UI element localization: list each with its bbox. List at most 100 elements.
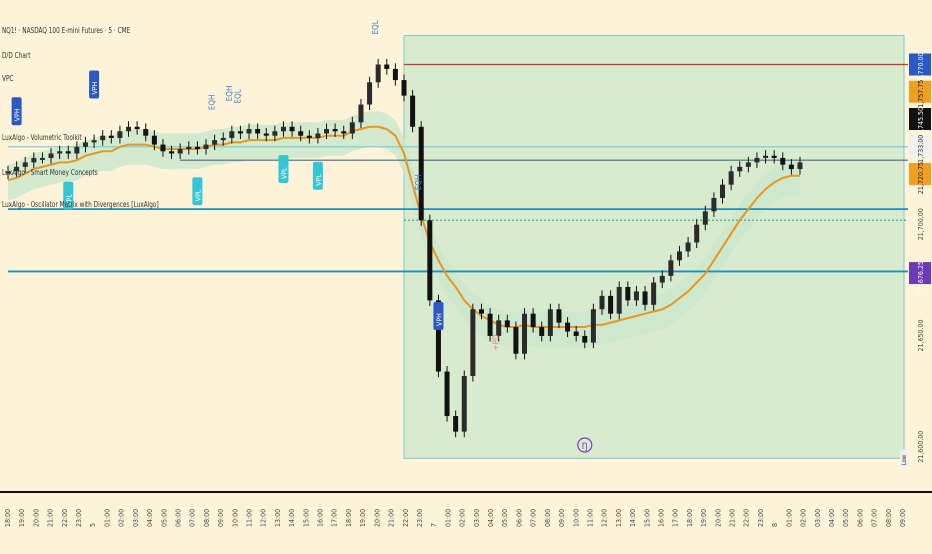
time-tick-label: 05:00 [501, 509, 509, 527]
candle-body [496, 320, 502, 336]
candle-body [513, 327, 519, 354]
price-tag-label-0: 21,770.00 [917, 52, 925, 84]
candle-body [427, 220, 433, 301]
time-tick-label: 18:00 [345, 509, 353, 527]
time-tick-label: 06:00 [515, 509, 523, 527]
time-tick-label: 20:00 [714, 509, 722, 527]
time-tick-label: 06:00 [174, 509, 182, 527]
candle-body [487, 313, 493, 336]
indicator-label-2[interactable]: VPC [2, 74, 14, 83]
time-tick-label: 04:00 [146, 509, 154, 527]
candle-body [14, 166, 20, 172]
time-tick-label: 16:00 [657, 509, 665, 527]
indicator-label-5[interactable]: LuxAlgo - Oscillator Matrix with Diverge… [2, 200, 159, 209]
time-tick-label: 06:00 [856, 509, 864, 527]
time-tick-label: 03:00 [473, 509, 481, 527]
price-tag-4 [909, 163, 931, 186]
candle-body [280, 126, 286, 132]
candle-body [599, 295, 605, 310]
time-tick-label: 5 [89, 523, 97, 527]
price-tag-3 [909, 135, 931, 158]
candle-body [48, 153, 54, 158]
candle-body [194, 146, 200, 150]
candle-body [642, 291, 648, 305]
vwap-line [7, 125, 800, 329]
time-tick-label: 08:00 [203, 509, 211, 527]
time-tick-label: 08:00 [544, 509, 552, 527]
candle-body [780, 157, 786, 165]
time-tick-label: 02:00 [118, 509, 126, 527]
indicator-label-3[interactable]: LuxAlgo - Volumetric Toolkit [2, 133, 82, 142]
price-tag-label-4: 21,720.75 [917, 162, 925, 194]
time-tick-label: 07:00 [189, 509, 197, 527]
candle-body [539, 327, 545, 336]
time-tick-label: 21:00 [47, 509, 55, 527]
marker-text-8: EQH [225, 86, 234, 102]
candle-body [341, 131, 347, 134]
candle-body [685, 242, 691, 252]
marker-badge-0 [11, 97, 22, 126]
time-tick-label: 22:00 [743, 509, 751, 527]
candle-body [100, 135, 106, 141]
time-tick-label: 14:00 [629, 509, 637, 527]
candle-body [547, 309, 553, 336]
time-tick-label: 23:00 [416, 509, 424, 527]
candle-body [143, 129, 149, 136]
marker-label-6: VPL [315, 174, 323, 186]
candle-body [797, 162, 803, 170]
time-tick-label: 19:00 [359, 509, 367, 527]
candle-body [590, 309, 596, 343]
candle-body [702, 211, 708, 225]
time-tick-label: 01:00 [444, 509, 452, 527]
marker-label-5: VPL [280, 167, 288, 179]
candle-body [220, 137, 226, 141]
candle-body [134, 126, 140, 130]
time-tick-label: 20:00 [32, 509, 40, 527]
candle-body [556, 309, 562, 323]
candle-body [625, 287, 631, 301]
candle-body [74, 146, 80, 154]
time-tick-label: 18:00 [4, 509, 12, 527]
time-tick-label: 04:00 [828, 509, 836, 527]
time-tick-label: 19:00 [18, 509, 26, 527]
candle-body [237, 131, 243, 134]
indicator-label-1[interactable]: D/D Chart [2, 51, 31, 60]
marker-badge-2 [433, 301, 444, 330]
time-tick-label: 02:00 [800, 509, 808, 527]
time-tick-label: 03:00 [814, 509, 822, 527]
price-axis-bg [908, 0, 932, 465]
price-tag-label-1: 21,757.75 [917, 80, 925, 112]
candle-body [246, 129, 252, 134]
candle-body [418, 126, 424, 221]
candle-body [478, 309, 484, 314]
range-box [403, 35, 905, 459]
indicator-label-4[interactable]: LuxAlgo - Smart Money Concepts [2, 168, 98, 177]
time-tick-label: 20:00 [373, 509, 381, 527]
marker-badge-3 [63, 181, 74, 210]
time-tick-label: 05:00 [842, 509, 850, 527]
candle-body [186, 146, 192, 150]
candle-body [754, 157, 760, 163]
lightning-icon [577, 437, 593, 453]
time-tick-label: 05:00 [160, 509, 168, 527]
candle-body [375, 64, 381, 83]
chart-title[interactable]: NQ1! · NASDAQ 100 E-mini Futures · 5 · C… [2, 26, 131, 35]
candle-body [289, 126, 295, 132]
candle-body [745, 162, 751, 167]
price-tag-0 [909, 53, 931, 76]
lightning-label: Ŋ [582, 442, 588, 452]
candle-body [263, 133, 269, 136]
marker-label-2: VPH [435, 313, 443, 326]
time-tick-label: 08:00 [885, 509, 893, 527]
time-tick-label: 19:00 [700, 509, 708, 527]
time-tick-label: 10:00 [572, 509, 580, 527]
candle-body [771, 155, 777, 158]
time-tick-label: 04:00 [487, 509, 495, 527]
candle-body [255, 129, 261, 134]
marker-text-12: +PD [492, 334, 501, 350]
candle-body [582, 335, 588, 343]
marker-badge-6 [312, 161, 323, 190]
marker-badge-5 [278, 155, 289, 184]
candle-body [39, 157, 45, 160]
